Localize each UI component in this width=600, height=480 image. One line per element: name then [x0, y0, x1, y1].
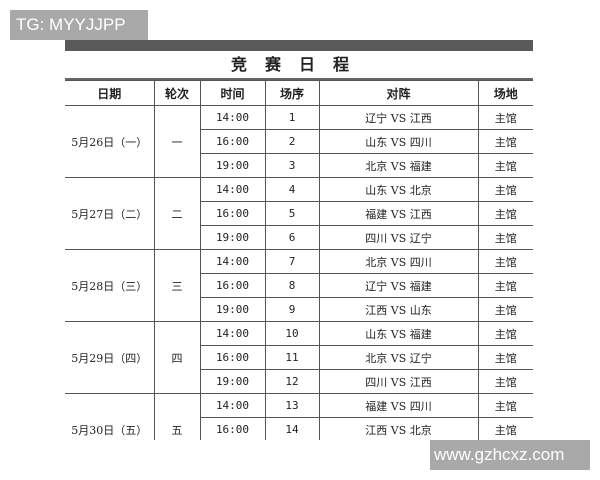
schedule-sheet: 竞赛日程 日期 轮次 时间 场序 对阵 场地 5月26日（一）一 14:00 1 辽宁… [65, 40, 533, 440]
venue-cell: 主馆 [477, 201, 533, 226]
venue-cell: 主馆 [477, 249, 533, 274]
watermark-top-left: TG: MYYJJPP [10, 10, 148, 40]
round-cell: 四 [153, 321, 201, 394]
venue-cell: 主馆 [477, 105, 533, 130]
table-row: 19:00 6 四川 VS 辽宁 主馆 [65, 225, 533, 250]
seq-cell: 12 [264, 369, 320, 394]
venue-cell: 主馆 [477, 369, 533, 394]
time-cell: 16:00 [200, 273, 266, 298]
venue-cell: 主馆 [477, 273, 533, 298]
venue-cell: 主馆 [477, 225, 533, 250]
match-cell: 北京 VS 辽宁 [318, 345, 479, 370]
date-cell: 5月28日（三） [65, 249, 155, 322]
header-match: 对阵 [318, 80, 479, 106]
match-cell: 福建 VS 江西 [318, 201, 479, 226]
header-time: 时间 [199, 80, 266, 106]
venue-cell: 主馆 [477, 129, 533, 154]
match-cell: 江西 VS 山东 [318, 297, 479, 322]
date-cell: 5月27日（二） [65, 177, 155, 250]
time-cell: 19:00 [200, 297, 266, 322]
seq-cell: 11 [264, 345, 320, 370]
header-venue: 场地 [477, 80, 533, 106]
seq-cell: 4 [264, 177, 320, 202]
seq-cell: 1 [264, 105, 320, 130]
time-cell: 14:00 [199, 393, 266, 418]
schedule-title: 竞赛日程 [65, 51, 533, 80]
round-cell: 三 [153, 249, 201, 322]
date-cell: 5月29日（四） [65, 321, 155, 394]
seq-cell: 10 [264, 321, 320, 346]
venue-cell: 主馆 [477, 153, 533, 178]
venue-cell: 主馆 [477, 297, 533, 322]
seq-cell: 2 [264, 129, 320, 154]
time-cell: 14:00 [199, 177, 266, 202]
match-cell: 山东 VS 北京 [318, 177, 479, 202]
seq-cell: 9 [264, 297, 320, 322]
seq-cell: 8 [264, 273, 320, 298]
header-round: 轮次 [153, 80, 201, 106]
seq-cell: 7 [264, 249, 320, 274]
header-bar [65, 40, 533, 51]
table-row: 5月30日（五）五 14:00 13 福建 VS 四川 主馆 [65, 393, 533, 440]
seq-cell: 6 [264, 225, 320, 250]
table-row: 5月27日（二）二 14:00 4 山东 VS 北京 主馆 [65, 177, 533, 250]
match-cell: 北京 VS 福建 [318, 153, 479, 178]
header-date: 日期 [65, 80, 155, 106]
time-cell: 14:00 [199, 105, 266, 130]
table-row: 19:00 12 四川 VS 江西 主馆 [65, 369, 533, 394]
match-cell: 四川 VS 江西 [318, 369, 479, 394]
venue-cell: 主馆 [477, 177, 533, 202]
time-cell: 14:00 [199, 249, 266, 274]
venue-cell: 主馆 [477, 393, 533, 418]
round-cell: 二 [153, 177, 201, 250]
venue-cell: 主馆 [477, 417, 533, 440]
venue-cell: 主馆 [477, 321, 533, 346]
table-row: 5月29日（四）四 14:00 10 山东 VS 福建 主馆 [65, 321, 533, 394]
time-cell: 14:00 [199, 321, 266, 346]
match-cell: 辽宁 VS 福建 [318, 273, 479, 298]
round-cell: 五 [153, 393, 201, 440]
table-row: 19:00 9 江西 VS 山东 主馆 [65, 297, 533, 322]
seq-cell: 13 [264, 393, 320, 418]
match-cell: 山东 VS 福建 [318, 321, 479, 346]
schedule-table: 日期 轮次 时间 场序 对阵 场地 5月26日（一）一 14:00 1 辽宁 VS 江… [65, 80, 533, 440]
time-cell: 19:00 [200, 369, 266, 394]
match-cell: 北京 VS 四川 [318, 249, 479, 274]
time-cell: 16:00 [200, 201, 266, 226]
seq-cell: 14 [264, 417, 320, 440]
match-cell: 辽宁 VS 江西 [318, 105, 479, 130]
table-row: 16:00 8 辽宁 VS 福建 主馆 [65, 273, 533, 298]
header-row: 日期 轮次 时间 场序 对阵 场地 [65, 80, 533, 106]
table-row: 16:00 14 江西 VS 北京 主馆 [65, 417, 533, 440]
table-row: 5月26日（一）一 14:00 1 辽宁 VS 江西 主馆 [65, 105, 533, 178]
time-cell: 16:00 [200, 417, 266, 440]
seq-cell: 3 [264, 153, 320, 178]
time-cell: 16:00 [200, 129, 266, 154]
seq-cell: 5 [264, 201, 320, 226]
match-cell: 山东 VS 四川 [318, 129, 479, 154]
watermark-bottom-right: www.gzhcxz.com [430, 440, 590, 470]
round-cell: 一 [153, 105, 201, 178]
time-cell: 19:00 [200, 225, 266, 250]
date-cell: 5月30日（五） [65, 393, 155, 440]
match-cell: 福建 VS 四川 [318, 393, 479, 418]
match-cell: 四川 VS 辽宁 [318, 225, 479, 250]
venue-cell: 主馆 [477, 345, 533, 370]
date-cell: 5月26日（一） [65, 105, 155, 178]
table-row: 5月28日（三）三 14:00 7 北京 VS 四川 主馆 [65, 249, 533, 322]
time-cell: 16:00 [200, 345, 266, 370]
match-cell: 江西 VS 北京 [318, 417, 479, 440]
header-seq: 场序 [264, 80, 320, 106]
time-cell: 19:00 [200, 153, 266, 178]
